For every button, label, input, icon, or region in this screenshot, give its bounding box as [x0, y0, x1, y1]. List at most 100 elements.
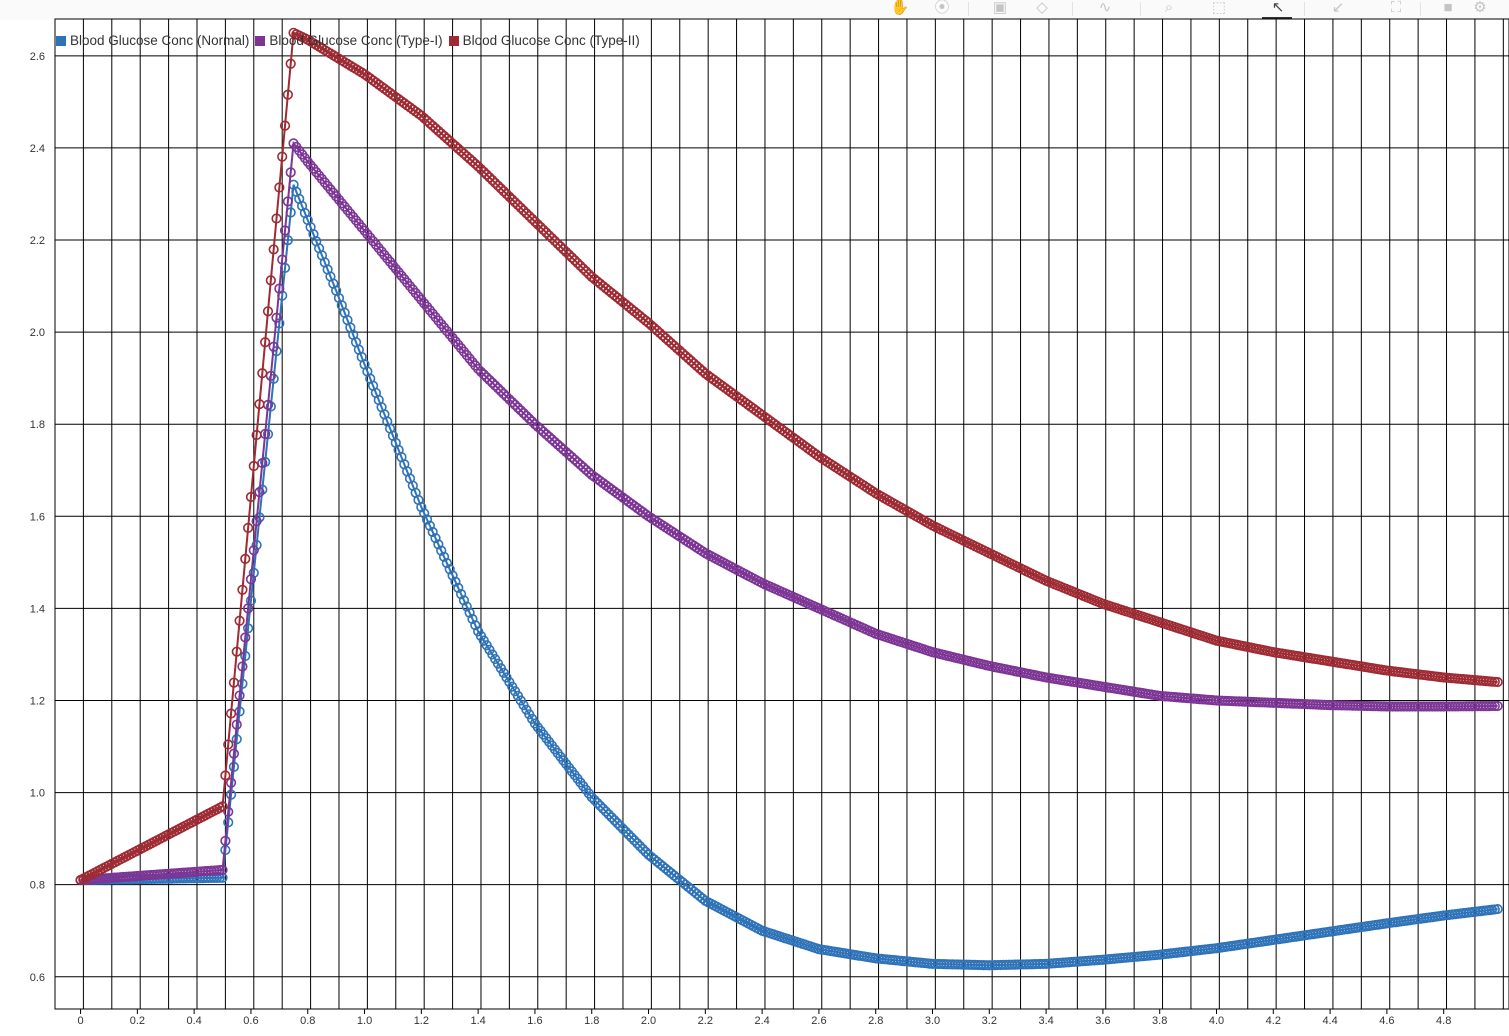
data-point[interactable]	[470, 158, 481, 169]
data-point[interactable]	[277, 151, 288, 162]
data-point[interactable]	[580, 464, 592, 475]
data-point[interactable]	[475, 164, 487, 175]
data-point[interactable]	[660, 333, 671, 344]
data-point[interactable]	[492, 180, 504, 191]
data-point[interactable]	[1492, 700, 1503, 712]
data-point[interactable]	[492, 383, 504, 394]
data-point[interactable]	[265, 275, 276, 286]
data-point[interactable]	[438, 551, 450, 562]
data-point[interactable]	[231, 646, 242, 657]
data-point[interactable]	[637, 843, 648, 855]
series-3[interactable]	[75, 27, 1503, 886]
data-point[interactable]	[603, 809, 614, 820]
hand-icon[interactable]: ✋	[890, 0, 910, 16]
data-point[interactable]	[481, 372, 492, 383]
eraser-icon[interactable]: ◇	[1036, 0, 1048, 16]
data-point[interactable]	[461, 601, 472, 612]
data-point[interactable]	[651, 325, 663, 336]
data-point[interactable]	[549, 436, 560, 448]
data-point[interactable]	[691, 360, 702, 372]
data-point[interactable]	[1492, 676, 1503, 688]
data-point[interactable]	[544, 230, 555, 241]
box-zoom-icon[interactable]: ⬚	[1211, 0, 1227, 16]
data-point[interactable]	[240, 553, 251, 564]
data-point[interactable]	[575, 459, 586, 470]
data-point[interactable]	[632, 838, 643, 849]
data-point[interactable]	[558, 444, 569, 455]
data-point[interactable]	[260, 337, 271, 348]
lasso-icon[interactable]: ⦿	[934, 0, 950, 16]
data-point[interactable]	[649, 322, 660, 334]
data-point[interactable]	[427, 526, 438, 538]
data-point[interactable]	[433, 125, 444, 136]
data-point[interactable]	[586, 792, 597, 803]
data-point[interactable]	[234, 690, 245, 701]
data-point[interactable]	[478, 166, 489, 177]
data-point[interactable]	[257, 457, 268, 469]
data-point[interactable]	[566, 452, 577, 463]
data-point[interactable]	[526, 416, 538, 427]
data-point[interactable]	[526, 213, 538, 224]
data-point[interactable]	[464, 153, 475, 164]
data-point[interactable]	[456, 146, 467, 157]
data-point[interactable]	[640, 846, 651, 857]
data-point[interactable]	[251, 540, 262, 551]
data-point[interactable]	[552, 238, 563, 249]
data-point[interactable]	[436, 128, 447, 139]
data-point[interactable]	[251, 516, 262, 527]
data-point[interactable]	[458, 595, 470, 606]
data-point[interactable]	[597, 803, 609, 814]
data-point[interactable]	[558, 244, 569, 255]
data-point[interactable]	[240, 632, 251, 643]
data-point[interactable]	[461, 151, 472, 162]
data-point[interactable]	[416, 501, 427, 513]
data-point[interactable]	[498, 186, 509, 197]
data-point[interactable]	[615, 820, 626, 832]
data-point[interactable]	[217, 801, 228, 812]
data-point[interactable]	[447, 570, 458, 581]
data-point[interactable]	[225, 708, 237, 719]
data-point[interactable]	[254, 399, 265, 410]
data-point[interactable]	[620, 826, 631, 837]
legend-item-1[interactable]: Blood Glucose Conc (Normal)	[56, 33, 249, 48]
data-point[interactable]	[243, 603, 254, 614]
data-point[interactable]	[518, 408, 529, 419]
data-point[interactable]	[1489, 700, 1500, 712]
data-point[interactable]	[555, 441, 566, 453]
series-2[interactable]	[75, 138, 1503, 886]
data-point[interactable]	[490, 380, 501, 391]
data-point[interactable]	[243, 522, 254, 534]
data-point[interactable]	[490, 177, 501, 189]
data-point[interactable]	[282, 196, 293, 207]
data-point[interactable]	[467, 613, 478, 625]
data-point[interactable]	[552, 439, 563, 450]
data-point[interactable]	[535, 424, 546, 435]
series-1[interactable]	[75, 179, 1503, 971]
data-point[interactable]	[279, 225, 291, 236]
data-point[interactable]	[234, 615, 245, 626]
data-point[interactable]	[1492, 903, 1503, 915]
data-point[interactable]	[470, 620, 481, 631]
data-point[interactable]	[671, 343, 683, 354]
data-point[interactable]	[285, 167, 296, 178]
data-point[interactable]	[529, 216, 541, 227]
data-point[interactable]	[274, 283, 285, 294]
data-point[interactable]	[683, 353, 694, 364]
data-point[interactable]	[248, 567, 259, 578]
data-point[interactable]	[563, 449, 575, 460]
data-point[interactable]	[600, 806, 612, 817]
data-point[interactable]	[549, 235, 560, 247]
data-point[interactable]	[589, 794, 600, 806]
data-point[interactable]	[487, 377, 498, 388]
data-point[interactable]	[271, 213, 282, 224]
data-point[interactable]	[245, 574, 257, 585]
data-point[interactable]	[464, 607, 475, 618]
data-point[interactable]	[504, 394, 515, 405]
data-point[interactable]	[444, 135, 455, 147]
data-point[interactable]	[1486, 700, 1498, 712]
data-point[interactable]	[285, 58, 296, 69]
data-point[interactable]	[643, 317, 654, 329]
data-point[interactable]	[507, 194, 518, 205]
data-point[interactable]	[243, 623, 254, 634]
data-point[interactable]	[572, 257, 583, 269]
